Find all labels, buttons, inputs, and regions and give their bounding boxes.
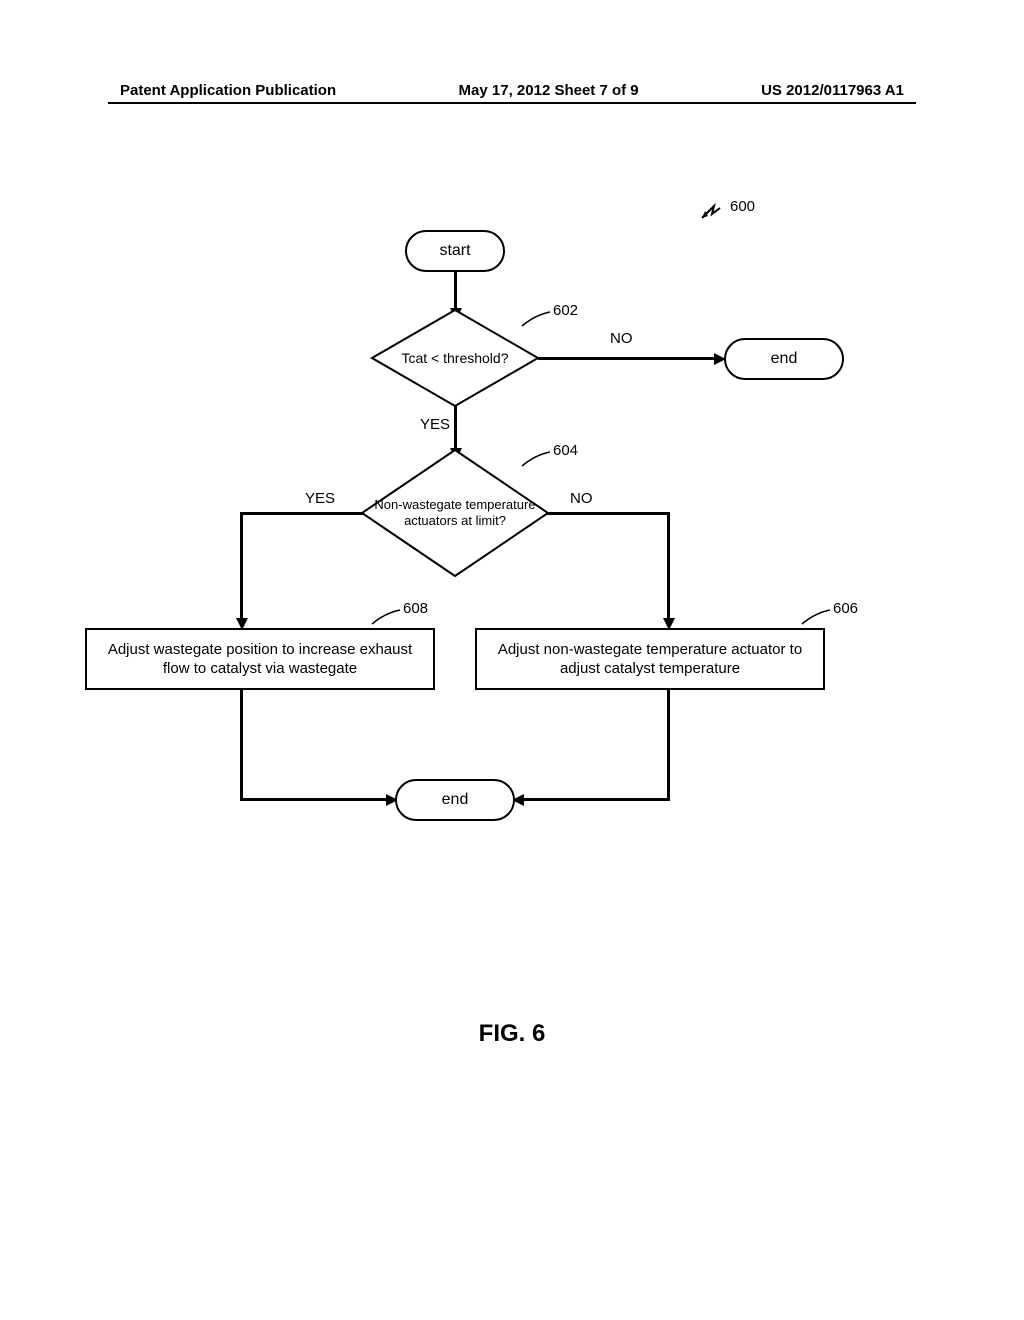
figure-caption: FIG. 6 <box>0 1020 1024 1048</box>
edge <box>546 512 670 515</box>
start-label: start <box>439 242 470 260</box>
ref-604: 604 <box>553 442 578 459</box>
process-nonwastegate-label: Adjust non-wastegate temperature actuato… <box>485 640 815 679</box>
header-center: May 17, 2012 Sheet 7 of 9 <box>459 82 639 99</box>
ref-602: 602 <box>553 302 578 319</box>
end-node-1: end <box>724 338 844 380</box>
edge-label-no: NO <box>610 330 633 347</box>
process-nonwastegate: Adjust non-wastegate temperature actuato… <box>475 628 825 690</box>
end-label-1: end <box>771 350 798 368</box>
edge <box>240 512 364 515</box>
decision-tcat: Tcat < threshold? <box>370 308 540 408</box>
ref-606: 606 <box>833 600 858 617</box>
edge <box>522 798 670 801</box>
edge-label-yes-2: YES <box>305 490 335 507</box>
start-node: start <box>405 230 505 272</box>
process-wastegate: Adjust wastegate position to increase ex… <box>85 628 435 690</box>
edge <box>454 272 457 310</box>
header-rule <box>108 102 916 104</box>
edge-label-no-2: NO <box>570 490 593 507</box>
header-right: US 2012/0117963 A1 <box>761 82 904 99</box>
edge <box>240 798 388 801</box>
flowchart-diagram: start Tcat < threshold? 602 NO end YES N… <box>0 180 1024 1080</box>
decision-nonwastegate-label: Non-wastegate temperature actuators at l… <box>360 497 550 528</box>
edge <box>667 690 670 800</box>
process-wastegate-label: Adjust wastegate position to increase ex… <box>95 640 425 679</box>
ref-608: 608 <box>403 600 428 617</box>
header-left: Patent Application Publication <box>120 82 336 99</box>
end-node-2: end <box>395 779 515 821</box>
edge <box>240 512 243 620</box>
edge <box>538 357 716 360</box>
page-header: Patent Application Publication May 17, 2… <box>0 82 1024 99</box>
decision-tcat-label: Tcat < threshold? <box>391 350 518 367</box>
end-label-2: end <box>442 791 469 809</box>
edge <box>454 406 457 450</box>
edge <box>667 512 670 620</box>
edge <box>240 690 243 800</box>
edge-label-yes: YES <box>420 416 450 433</box>
